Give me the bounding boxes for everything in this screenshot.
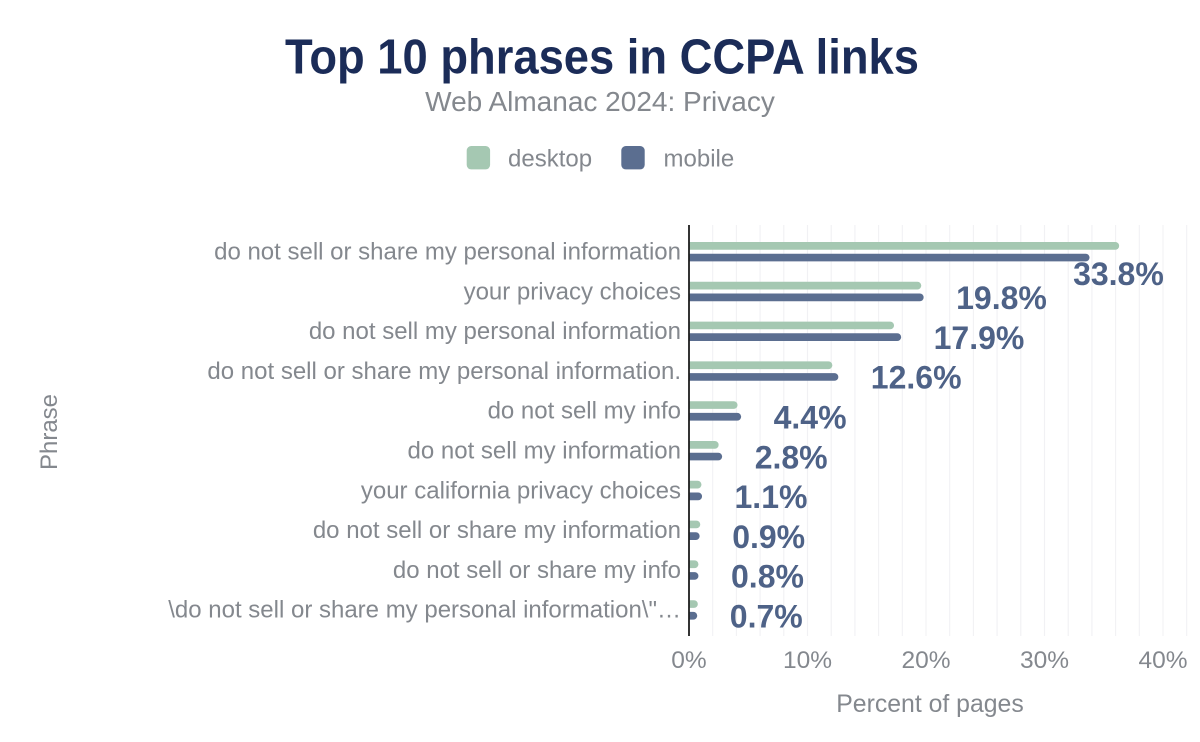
- svg-text:desktop: desktop: [508, 146, 592, 173]
- svg-text:your california privacy choice: your california privacy choices: [361, 477, 681, 504]
- svg-text:33.8%: 33.8%: [1073, 256, 1164, 292]
- svg-text:10%: 10%: [783, 647, 832, 674]
- svg-text:Phrase: Phrase: [36, 394, 63, 470]
- svg-text:40%: 40%: [1138, 647, 1187, 674]
- svg-text:2.8%: 2.8%: [755, 439, 828, 475]
- svg-text:do not sell or share my inform: do not sell or share my information: [313, 517, 681, 544]
- svg-text:do not sell my information: do not sell my information: [408, 438, 681, 465]
- svg-text:19.8%: 19.8%: [956, 280, 1047, 316]
- svg-text:Top 10 phrases in CCPA links: Top 10 phrases in CCPA links: [285, 30, 919, 85]
- svg-text:4.4%: 4.4%: [774, 400, 847, 436]
- svg-text:do not sell my info: do not sell my info: [488, 398, 681, 425]
- svg-text:\do not sell or share my perso: \do not sell or share my personal inform…: [168, 597, 681, 624]
- svg-text:0.8%: 0.8%: [731, 559, 804, 595]
- svg-text:Percent of pages: Percent of pages: [836, 691, 1023, 718]
- svg-text:do not sell or share my person: do not sell or share my personal informa…: [214, 239, 681, 266]
- svg-text:your privacy choices: your privacy choices: [464, 278, 681, 305]
- svg-text:0.9%: 0.9%: [732, 519, 805, 555]
- svg-text:Web Almanac 2024: Privacy: Web Almanac 2024: Privacy: [425, 86, 775, 117]
- svg-text:17.9%: 17.9%: [934, 320, 1025, 356]
- svg-text:12.6%: 12.6%: [871, 360, 962, 396]
- svg-text:1.1%: 1.1%: [735, 479, 808, 515]
- svg-text:do not sell or share my info: do not sell or share my info: [393, 557, 681, 584]
- svg-text:mobile: mobile: [664, 146, 735, 173]
- svg-text:20%: 20%: [901, 647, 950, 674]
- svg-text:30%: 30%: [1020, 647, 1069, 674]
- svg-text:do not sell my personal inform: do not sell my personal information: [309, 318, 681, 345]
- svg-text:do not sell or share my person: do not sell or share my personal informa…: [207, 358, 681, 385]
- svg-text:0%: 0%: [671, 647, 706, 674]
- svg-text:0.7%: 0.7%: [730, 599, 803, 635]
